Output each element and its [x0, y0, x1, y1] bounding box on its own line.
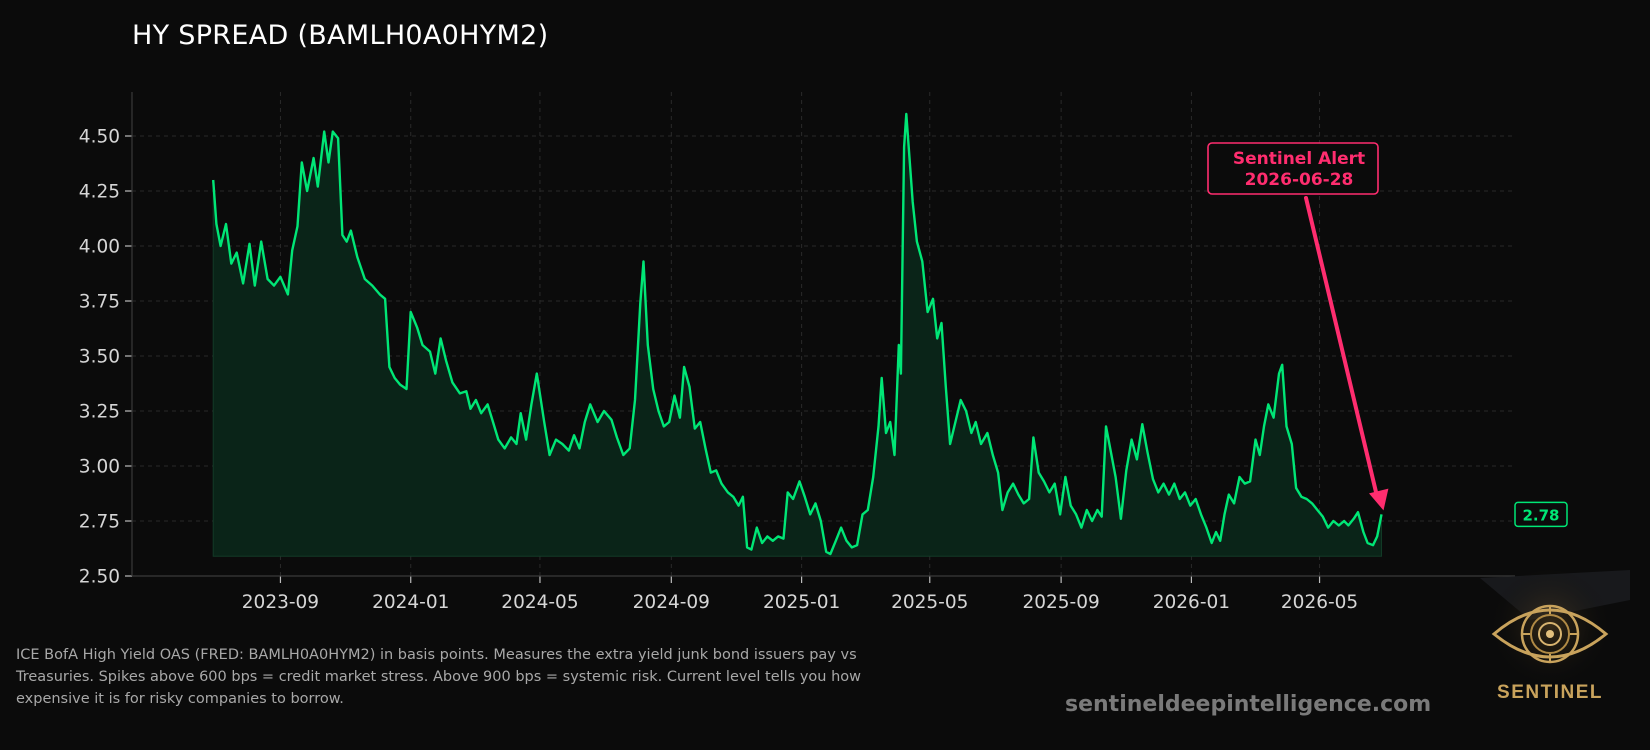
x-tick-label: 2024-01: [372, 592, 449, 613]
series-line: [212, 112, 1383, 556]
sentinel-logo: SENTINEL: [1480, 570, 1630, 703]
x-tick-label: 2025-01: [763, 592, 840, 613]
x-tick-label: 2024-05: [501, 592, 578, 613]
chart-description: ICE BofA High Yield OAS (FRED: BAMLH0A0H…: [16, 647, 862, 707]
y-tick-label: 2.75: [79, 512, 120, 533]
x-tick-label: 2025-09: [1022, 592, 1099, 613]
alert-arrow-shaft: [1304, 196, 1380, 501]
x-tick-label: 2026-05: [1281, 592, 1358, 613]
x-tick-label: 2025-05: [891, 592, 968, 613]
x-tick-label: 2023-09: [242, 592, 319, 613]
y-tick-label: 3.75: [79, 292, 120, 313]
y-tick-label: 2.50: [79, 567, 120, 588]
y-tick-label: 4.00: [79, 237, 120, 258]
area-layer: [212, 112, 1383, 557]
y-tick-label: 3.25: [79, 402, 120, 423]
x-tick-label: 2026-01: [1153, 592, 1230, 613]
last-value-label: 2.78: [1522, 506, 1559, 524]
y-tick-label: 3.50: [79, 347, 120, 368]
chart-title: HY SPREAD (BAMLH0A0HYM2): [132, 20, 549, 51]
x-tick-label: 2024-09: [633, 592, 710, 613]
alert-date: 2026-06-28: [1245, 170, 1354, 190]
y-tick-label: 3.00: [79, 457, 120, 478]
logo-text: SENTINEL: [1497, 682, 1603, 703]
alert-box: [1207, 142, 1379, 195]
y-tick-label: 4.25: [79, 182, 120, 203]
alert-arrow-head: [1369, 488, 1389, 511]
website-link[interactable]: sentineldeepintelligence.com: [1065, 692, 1432, 717]
last-value-box: [1514, 501, 1568, 528]
axes-layer: 2.50 2.75 3.00 3.25 3.50 3.75 4.00 4.25 4.50 2023…: [79, 92, 1515, 613]
eye-icon: [1491, 604, 1609, 664]
alert-title: Sentinel Alert: [1233, 149, 1365, 169]
y-tick-label: 4.50: [79, 127, 120, 148]
